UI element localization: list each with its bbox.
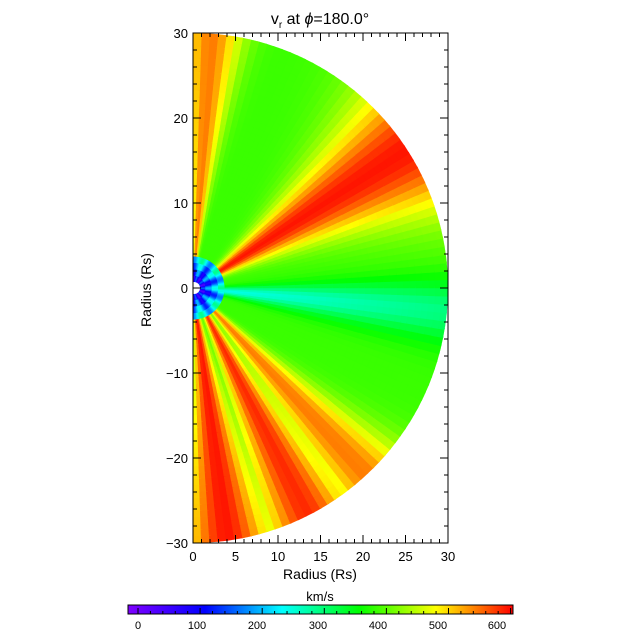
colorbar-tick-label: 400 [369,620,387,632]
x-axis-label: Radius (Rs) [283,566,357,582]
colorbar-tick-label: 0 [135,620,141,632]
x-tick-label: 0 [189,549,196,564]
colorbar [127,604,514,615]
y-axis-label: Radius (Rs) [138,253,154,327]
velocity-field [193,33,448,543]
y-tick-label: 20 [174,111,188,126]
y-tick-label: −10 [166,366,188,381]
x-tick-label: 25 [398,549,412,564]
y-tick-label: −20 [166,451,188,466]
colorbar-tick-label: 600 [488,620,506,632]
colorbar-tick-labels: 0 100 200 300 400 500 600 [135,620,506,632]
colorbar-tick-label: 200 [248,620,266,632]
y-tick-label: 0 [181,281,188,296]
chart-title: vr at ϕ=180.0° [271,11,369,31]
y-axis-tick-labels: 30 20 10 0 −10 −20 −30 [166,26,188,551]
x-tick-label: 15 [313,549,327,564]
y-tick-label: 30 [174,26,188,41]
x-tick-label: 5 [232,549,239,564]
colorbar-tick-label: 300 [309,620,327,632]
y-tick-label: −30 [166,536,188,551]
colorbar-tick-label: 100 [188,620,206,632]
colorbar-label: km/s [306,589,334,604]
x-axis-tick-labels: 0 5 10 15 20 25 30 [189,549,455,564]
x-tick-label: 10 [271,549,285,564]
colorbar-tick-label: 500 [429,620,447,632]
x-tick-label: 20 [356,549,370,564]
y-tick-label: 10 [174,196,188,211]
x-tick-label: 30 [441,549,455,564]
